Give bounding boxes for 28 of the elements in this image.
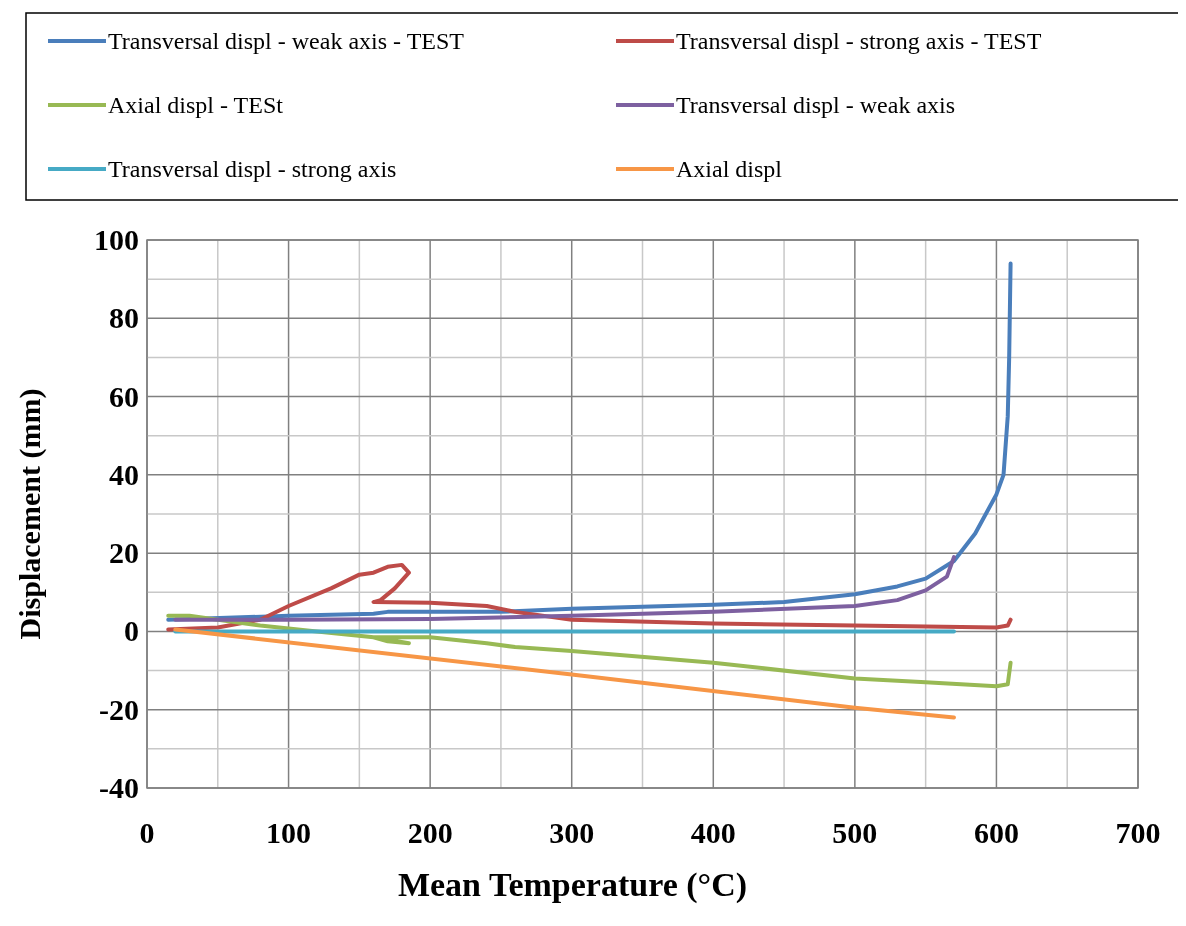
y-tick-label: -40 bbox=[99, 771, 139, 804]
legend-label: Transversal displ - strong axis bbox=[108, 156, 397, 182]
legend-label: Transversal displ - weak axis bbox=[676, 92, 956, 118]
line-series bbox=[166, 613, 1013, 689]
x-tick-label: 300 bbox=[549, 816, 595, 849]
legend-label: Transversal displ - strong axis - TEST bbox=[676, 28, 1042, 54]
x-tick-label: 100 bbox=[266, 816, 312, 849]
x-tick-label: 600 bbox=[973, 816, 1019, 849]
y-tick-label: 0 bbox=[124, 614, 139, 648]
line-series bbox=[166, 562, 1013, 632]
x-tick-label: 400 bbox=[690, 816, 736, 849]
line-series bbox=[173, 555, 956, 622]
y-tick-label: 100 bbox=[94, 223, 139, 256]
y-tick-label: 40 bbox=[109, 457, 139, 491]
x-tick-label: 200 bbox=[407, 816, 453, 849]
y-axis-title: Displacement (mm) bbox=[13, 388, 47, 640]
legend-label: Axial displ - TESt bbox=[108, 92, 284, 118]
x-tick-label: 500 bbox=[832, 816, 878, 849]
x-axis-title: Mean Temperature (°C) bbox=[397, 866, 748, 904]
y-tick-label: 80 bbox=[109, 301, 139, 335]
line-series bbox=[166, 261, 1013, 622]
line-series bbox=[173, 627, 956, 720]
legend-label: Transversal displ - weak axis - TEST bbox=[108, 28, 465, 54]
y-tick-label: 20 bbox=[109, 536, 139, 570]
y-tick-label: -20 bbox=[99, 692, 139, 726]
legend-label: Axial displ bbox=[676, 156, 783, 182]
x-tick-label: 700 bbox=[1115, 816, 1161, 849]
y-tick-label: 60 bbox=[109, 379, 139, 413]
